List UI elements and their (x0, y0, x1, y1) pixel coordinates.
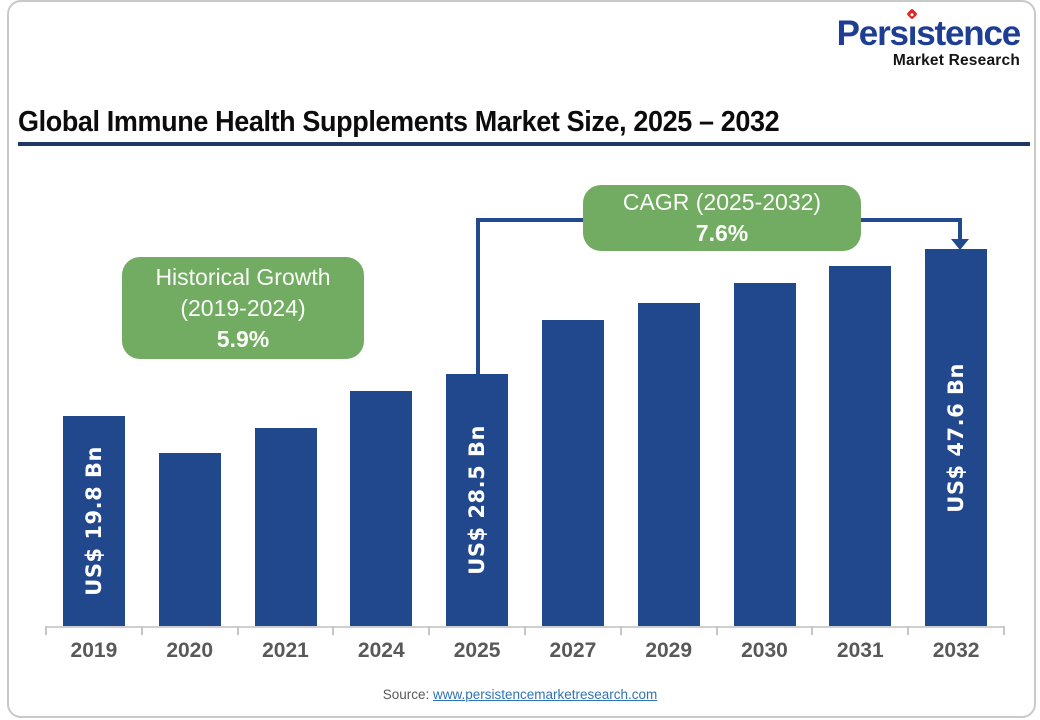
x-axis-tick (811, 626, 814, 635)
x-axis-tick (715, 626, 718, 635)
brand-name-right: stence (916, 14, 1021, 53)
brand-logo: Persı stence Market Research (836, 8, 1021, 70)
bar-2025: US$ 28.5 Bn (446, 374, 509, 626)
x-axis-label-2032: 2032 (932, 639, 980, 662)
bar-2030 (733, 283, 796, 626)
arrow-down-icon (951, 239, 969, 250)
source-link[interactable]: www.persistencemarketresearch.com (432, 687, 658, 702)
callout-historical-growth: Historical Growth (2019-2024) 5.9% (122, 257, 364, 359)
brand-letter-i: ı (906, 8, 918, 53)
x-axis-label-2024: 2024 (357, 639, 405, 662)
x-axis-label-2029: 2029 (645, 639, 693, 662)
bar-2021 (254, 428, 317, 626)
x-axis-tick (619, 626, 622, 635)
brand-name-left: Pers (836, 14, 909, 53)
historical-growth-value: 5.9% (216, 325, 270, 352)
page-title: Global Immune Health Supplements Market … (18, 106, 780, 138)
bar-value-label-2032: US$ 47.6 Bn (944, 362, 969, 513)
source-prefix: Source: (382, 687, 433, 702)
source-line: Source: www.persistencemarketresearch.co… (0, 687, 1040, 702)
bar-2029 (637, 303, 700, 626)
x-axis-tick (140, 626, 143, 635)
x-axis-tick (332, 626, 335, 635)
historical-growth-line2: (2019-2024) (180, 294, 306, 321)
x-axis-label-2027: 2027 (549, 639, 597, 662)
bar-value-label-2025: US$ 28.5 Bn (465, 425, 490, 575)
x-axis-tick (1003, 626, 1005, 635)
x-axis-label-2019: 2019 (70, 639, 118, 662)
x-axis-label-2020: 2020 (166, 639, 214, 662)
bar-2032: US$ 47.6 Bn (925, 249, 988, 626)
bar-2019: US$ 19.8 Bn (62, 416, 125, 626)
brand-subtitle: Market Research (892, 52, 1020, 69)
brand-name: Persı stence (836, 8, 1021, 53)
historical-growth-line1: Historical Growth (155, 263, 331, 290)
bar-2027 (541, 320, 604, 626)
cagr-connector-vertical-to-2032 (958, 220, 962, 240)
x-axis-tick (524, 626, 526, 635)
bar-value-label-2019: US$ 19.8 Bn (81, 446, 106, 596)
cagr-line1: CAGR (2025-2032) (622, 189, 822, 215)
x-axis-label-2030: 2030 (741, 639, 788, 662)
x-axis-tick (236, 626, 239, 635)
x-axis-label-2021: 2021 (262, 639, 309, 662)
bar-2020 (158, 453, 221, 626)
bar-2031 (829, 266, 892, 626)
cagr-connector-vertical-from-2025 (476, 220, 480, 374)
x-axis-tick (45, 626, 47, 635)
x-axis-tick (428, 626, 431, 635)
title-underline (18, 142, 1030, 146)
x-axis-tick (907, 626, 910, 635)
callout-cagr: CAGR (2025-2032) 7.6% (583, 185, 861, 251)
x-axis-label-2025: 2025 (453, 639, 501, 662)
bar-2024 (350, 391, 413, 626)
cagr-value: 7.6% (695, 220, 749, 246)
x-axis-label-2031: 2031 (836, 639, 884, 662)
